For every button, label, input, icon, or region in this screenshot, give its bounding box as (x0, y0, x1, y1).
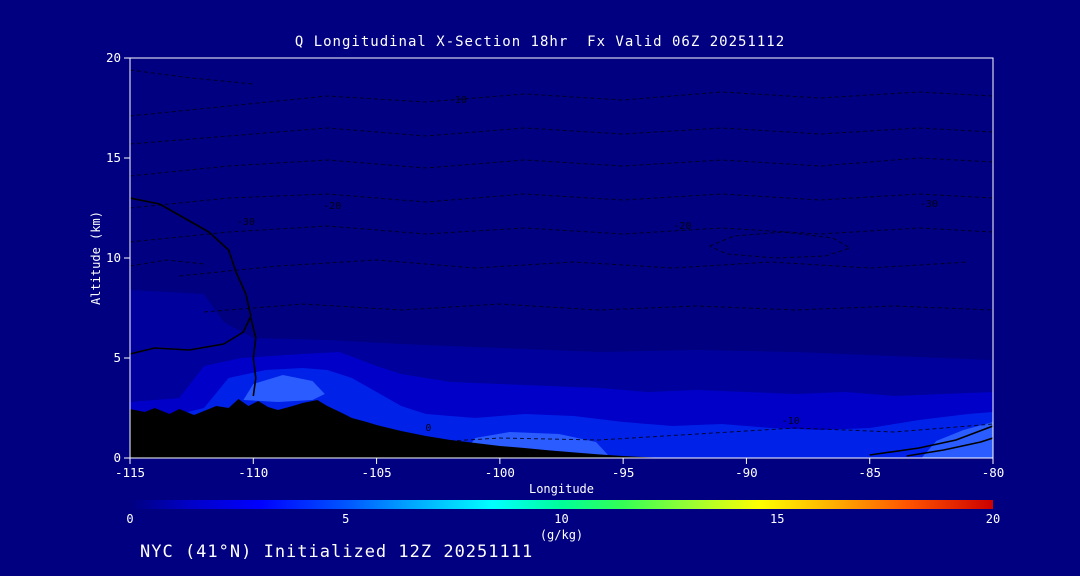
colorbar-tick-label: 15 (770, 512, 785, 526)
x-tick-label: -90 (735, 465, 758, 480)
dashed-contour-line (203, 303, 993, 313)
colorbar-tick-label: 20 (985, 512, 1001, 526)
colorbar-unit-label: (g/kg) (539, 528, 584, 542)
dashed-contour-line (179, 259, 969, 277)
solid-contour-line (130, 197, 252, 355)
contour-label: 0 (425, 423, 431, 434)
x-tick-label: -80 (982, 465, 1005, 480)
x-tick-label: -95 (612, 465, 635, 480)
dashed-contour-line (130, 259, 205, 267)
contour-label: -30 (920, 199, 938, 210)
y-tick-label: 5 (113, 350, 121, 365)
chart-title: Q Longitudinal X-Section 18hr Fx Valid 0… (294, 34, 786, 50)
y-tick-label: 20 (106, 50, 121, 65)
y-tick-label: 15 (106, 150, 121, 165)
dashed-contour-line (130, 157, 993, 177)
x-tick-label: -85 (858, 465, 881, 480)
solid-contour-line (869, 425, 993, 456)
y-axis-title: Altitude (km) (89, 211, 103, 305)
solid-contour-line (250, 317, 257, 397)
dashed-contour-line (401, 423, 993, 445)
x-tick-label: -115 (115, 465, 145, 480)
dashed-contour-line (130, 127, 993, 145)
contour-label: -20 (323, 201, 341, 212)
q-core-rockies (243, 375, 325, 402)
colorbar-gradient (130, 500, 993, 509)
y-tick-label: 0 (113, 450, 121, 465)
x-axis-title: Longitude (528, 482, 595, 496)
dashed-contour-line (130, 193, 993, 209)
x-tick-label: -110 (238, 465, 268, 480)
contour-label: -20 (673, 221, 691, 232)
contour-label: -10 (782, 416, 800, 427)
dashed-contour-line (709, 231, 852, 259)
colorbar-tick-label: 0 (126, 512, 134, 526)
terrain-silhouette (130, 399, 668, 458)
dashed-contour-line (130, 225, 993, 243)
solid-contour-line (130, 425, 142, 437)
colorbar-tick-label: 10 (554, 512, 569, 526)
y-tick-label: 10 (106, 250, 121, 265)
contour-label: -10 (449, 95, 467, 106)
x-tick-label: -105 (362, 465, 392, 480)
dashed-contour-line (130, 91, 993, 117)
x-tick-label: -100 (485, 465, 515, 480)
solid-contour-line (906, 437, 993, 457)
colorbar-tick-label: 5 (342, 512, 350, 526)
contour-label: -30 (237, 217, 255, 228)
run-info-text: NYC (41°N) Initialized 12Z 20251111 (140, 542, 534, 562)
